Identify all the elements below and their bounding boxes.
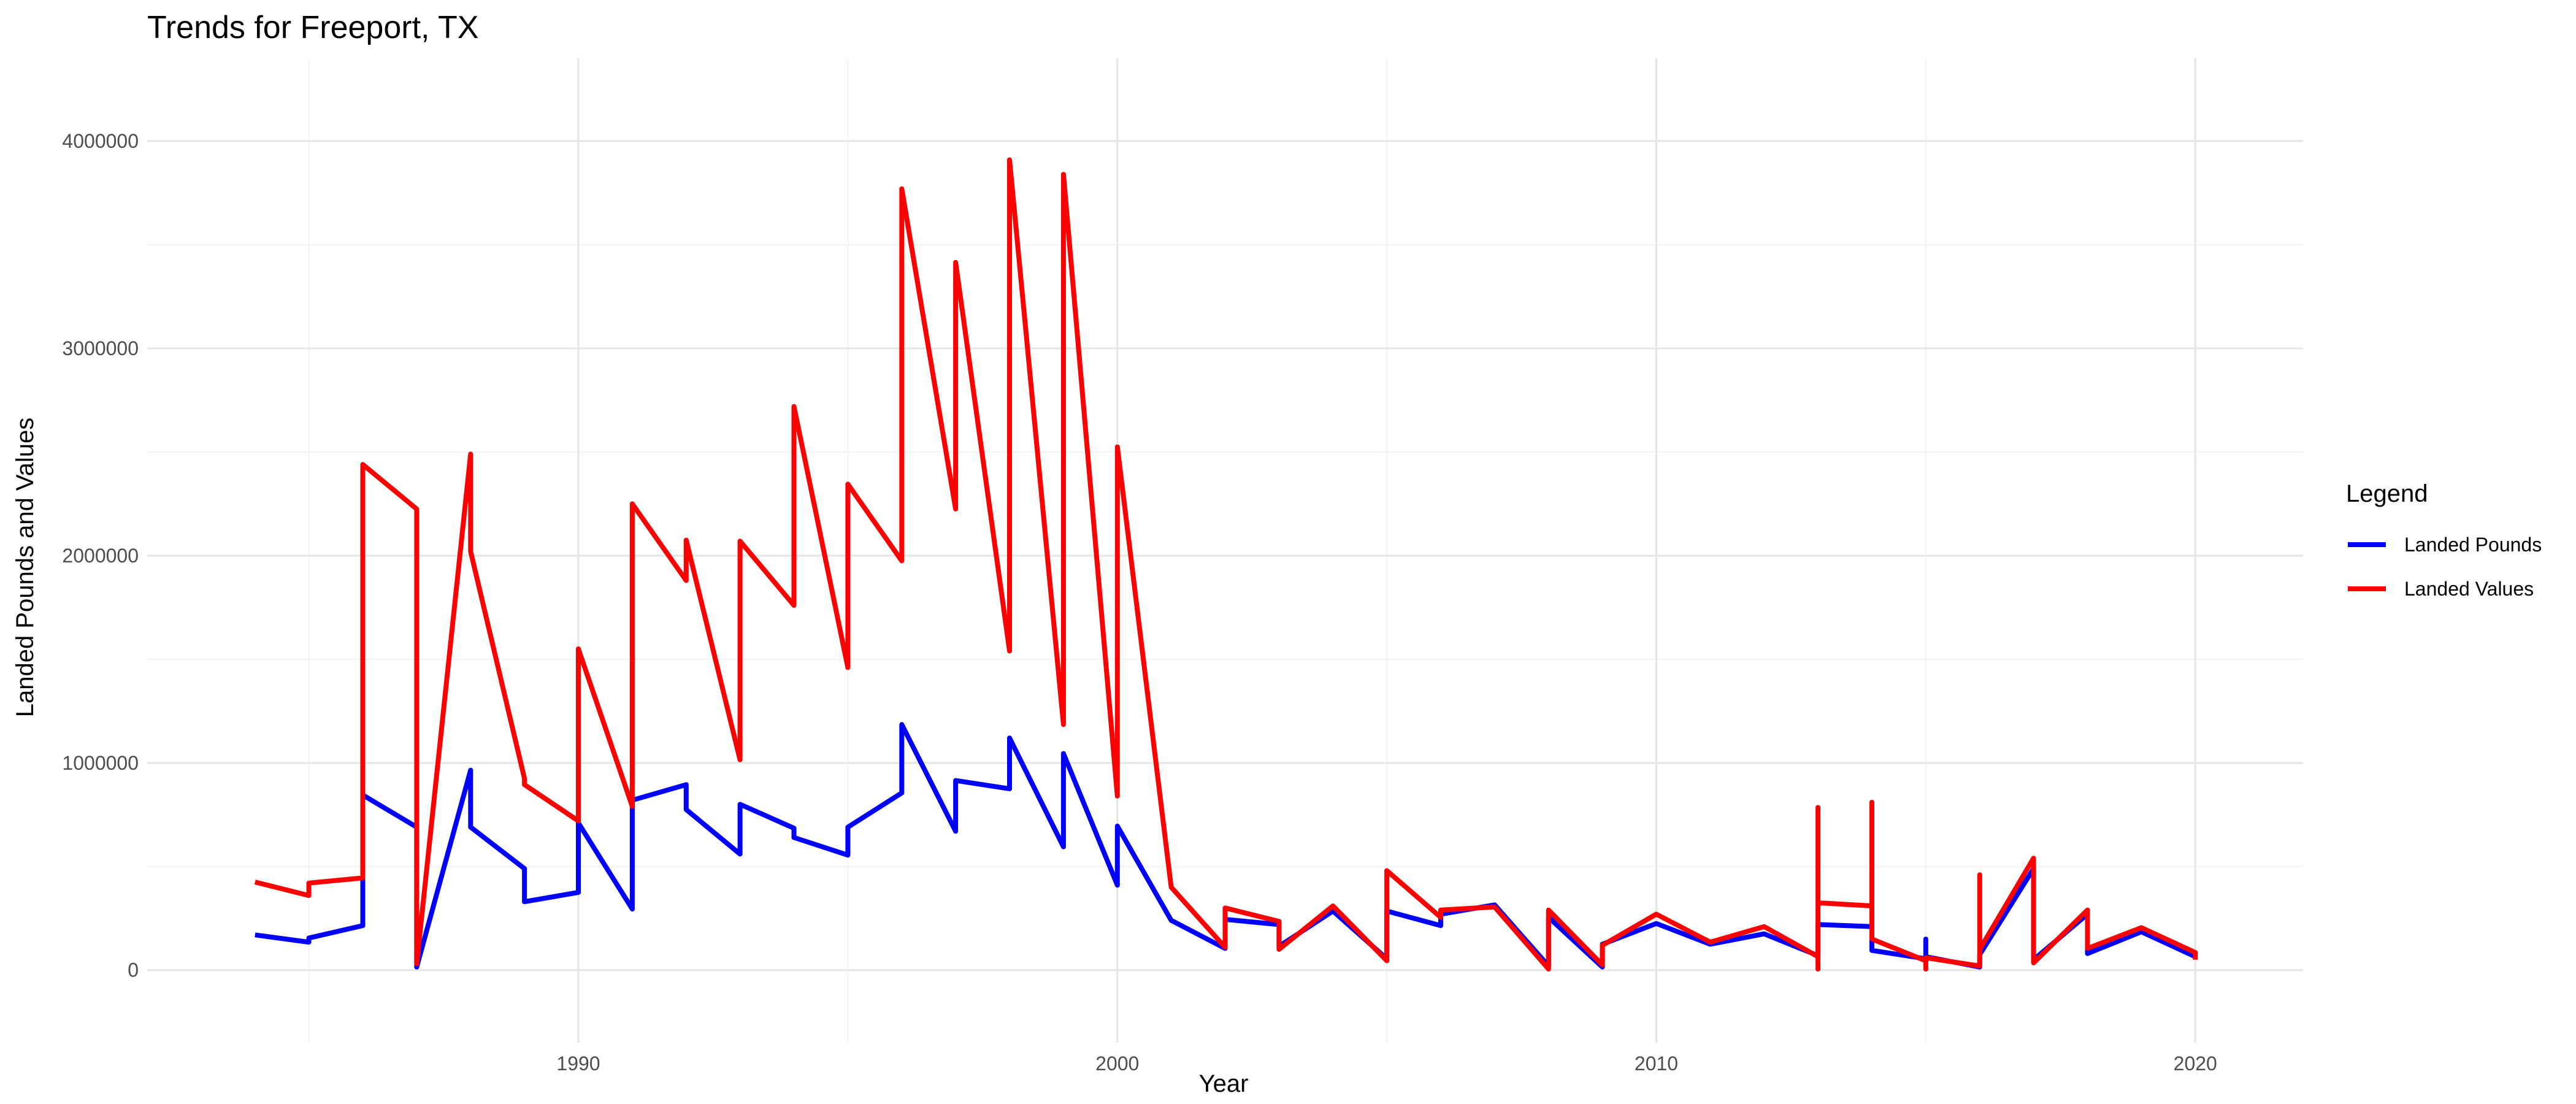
legend: Legend Landed Pounds Landed Values	[2346, 480, 2542, 600]
x-tick-label: 2020	[2174, 1052, 2217, 1075]
legend-label-landed-values: Landed Values	[2404, 578, 2534, 600]
y-tick-label: 2000000	[62, 545, 139, 567]
series-line-landed-values	[254, 157, 2198, 972]
x-axis-title: Year	[1199, 1070, 1249, 1097]
x-tick-label: 1990	[556, 1052, 600, 1075]
y-tick-label: 4000000	[62, 130, 139, 152]
x-axis-ticks: 1990 2000 2010 2020	[556, 1052, 2217, 1075]
legend-items: Landed Pounds Landed Values	[2348, 534, 2542, 600]
y-tick-label: 3000000	[62, 337, 139, 359]
series-line-landed-pounds	[255, 722, 2196, 970]
y-axis-title: Landed Pounds and Values	[12, 418, 39, 718]
y-tick-label: 1000000	[62, 752, 139, 774]
x-tick-label: 2000	[1095, 1052, 1139, 1075]
y-tick-label: 0	[128, 959, 139, 981]
x-tick-label: 2010	[1635, 1052, 1678, 1075]
series-lines	[254, 157, 2198, 972]
y-axis-ticks: 0 1000000 2000000 3000000 4000000	[62, 130, 139, 981]
chart-title: Trends for Freeport, TX	[147, 10, 478, 45]
legend-title: Legend	[2346, 480, 2428, 507]
legend-label-landed-pounds: Landed Pounds	[2404, 534, 2542, 556]
